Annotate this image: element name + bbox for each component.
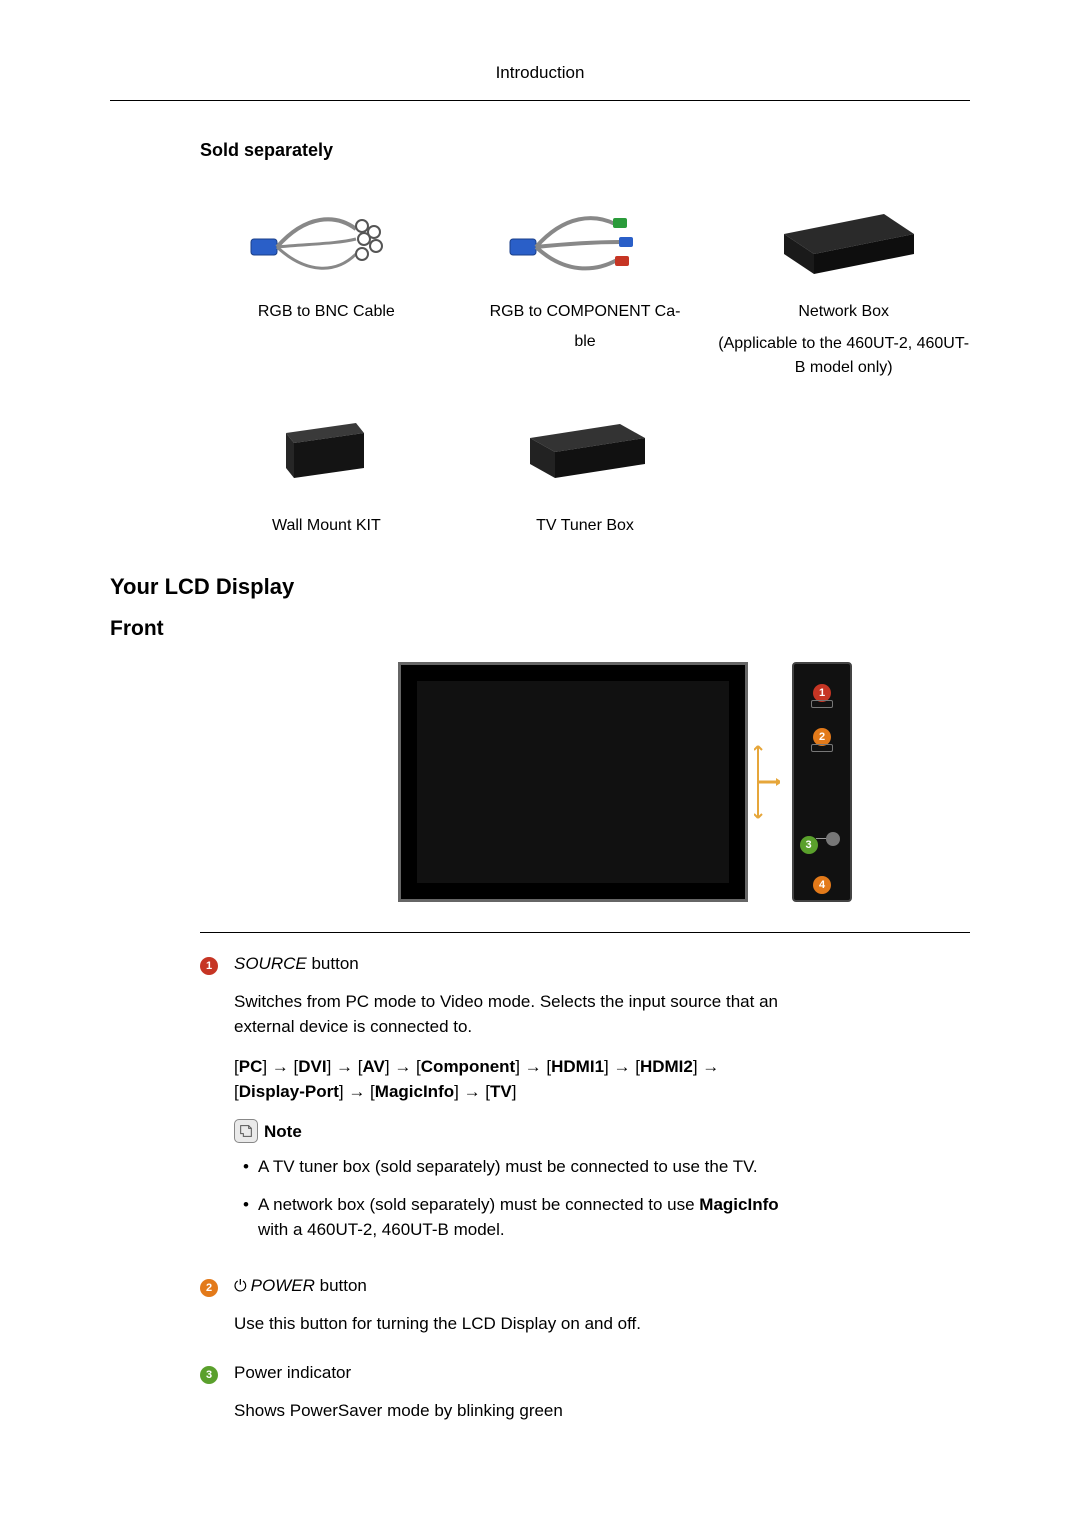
tv-tuner-illustration — [505, 398, 665, 498]
power-icon: ⏻ — [234, 1278, 247, 1295]
indicator-led — [826, 832, 840, 846]
badge-4: 4 — [813, 870, 831, 896]
caption: Wall Mount KIT — [200, 514, 453, 538]
accessories-row-1: RGB to BNC Cable RGB to COMPONENT Ca- bl… — [200, 184, 970, 380]
note-bullet-2: • A network box (sold separately) must b… — [234, 1192, 794, 1243]
network-box-illustration — [764, 184, 924, 284]
accessory-rgb-bnc: RGB to BNC Cable — [200, 184, 453, 380]
item-badge-1: 1 — [200, 951, 234, 977]
title-italic: POWER — [251, 1276, 315, 1295]
accessory-tv-tuner: TV Tuner Box — [459, 398, 712, 544]
item-desc-2: [PC] → [DVI] → [AV] → [Component] → [HDM… — [234, 1054, 794, 1105]
rgb-component-illustration — [505, 184, 665, 284]
power-button-shape — [811, 744, 833, 752]
caption: RGB to BNC Cable — [200, 300, 453, 324]
badge-number: 3 — [200, 1366, 218, 1384]
accessories-row-2: Wall Mount KIT TV Tuner Box — [200, 398, 970, 544]
item-power-indicator: 3 Power indicator Shows PowerSaver mode … — [200, 1360, 970, 1437]
item-badge-3: 3 — [200, 1360, 234, 1386]
note-icon — [234, 1119, 258, 1143]
accessory-rgb-comp: RGB to COMPONENT Ca- ble — [459, 184, 712, 380]
item-title: Power indicator — [234, 1360, 970, 1386]
page-title: Introduction — [496, 63, 585, 82]
wall-mount-illustration — [246, 398, 406, 498]
caption-line2: ble — [459, 330, 712, 354]
item-badge-2: 2 — [200, 1273, 234, 1299]
bracket-arrow — [754, 662, 780, 902]
item-desc-1: Switches from PC mode to Video mode. Sel… — [234, 989, 794, 1040]
caption-line1: RGB to COMPONENT Ca- — [459, 300, 712, 324]
bullet-text: A network box (sold separately) must be … — [258, 1192, 794, 1243]
sold-separately-title: Sold separately — [200, 137, 970, 164]
accessory-wall-mount: Wall Mount KIT — [200, 398, 453, 544]
rgb-bnc-illustration — [246, 184, 406, 284]
badge-number: 2 — [200, 1279, 218, 1297]
content-area: Sold separately RGB to BNC Cable — [110, 137, 970, 1438]
separator — [200, 932, 970, 933]
item-desc: Use this button for turning the LCD Disp… — [234, 1311, 794, 1337]
source-button-shape — [811, 700, 833, 708]
button-panel: 1 2 3 4 — [792, 662, 852, 902]
item-source-button: 1 SOURCE button Switches from PC mode to… — [200, 951, 970, 1263]
badge-number: 1 — [200, 957, 218, 975]
caption: TV Tuner Box — [459, 514, 712, 538]
section-subtitle: Front — [110, 613, 970, 645]
note-row: Note — [234, 1119, 970, 1145]
title-italic: SOURCE — [234, 954, 307, 973]
note-label: Note — [264, 1119, 302, 1145]
badge-3: 3 — [800, 830, 818, 856]
accessory-network-box: Network Box (Applicable to the 460UT-2, … — [717, 184, 970, 380]
note-list: • A TV tuner box (sold separately) must … — [234, 1154, 970, 1243]
title-rest: button — [315, 1276, 367, 1295]
item-power-button: 2 ⏻POWER button Use this button for turn… — [200, 1273, 970, 1351]
note-bullet-1: • A TV tuner box (sold separately) must … — [234, 1154, 794, 1180]
lcd-display-illustration — [398, 662, 748, 902]
section-title: Your LCD Display — [110, 570, 970, 603]
page-header: Introduction — [110, 60, 970, 101]
bullet-text: A TV tuner box (sold separately) must be… — [258, 1154, 758, 1180]
empty-cell — [717, 398, 970, 544]
item-title: SOURCE button — [234, 951, 970, 977]
front-diagram: 1 2 3 4 — [280, 662, 970, 902]
caption: Network Box — [717, 300, 970, 324]
item-title: ⏻POWER button — [234, 1273, 970, 1299]
title-rest: button — [307, 954, 359, 973]
item-desc: Shows PowerSaver mode by blinking green — [234, 1398, 794, 1424]
caption-sub: (Applicable to the 460UT-2, 460UT-B mode… — [717, 332, 970, 380]
